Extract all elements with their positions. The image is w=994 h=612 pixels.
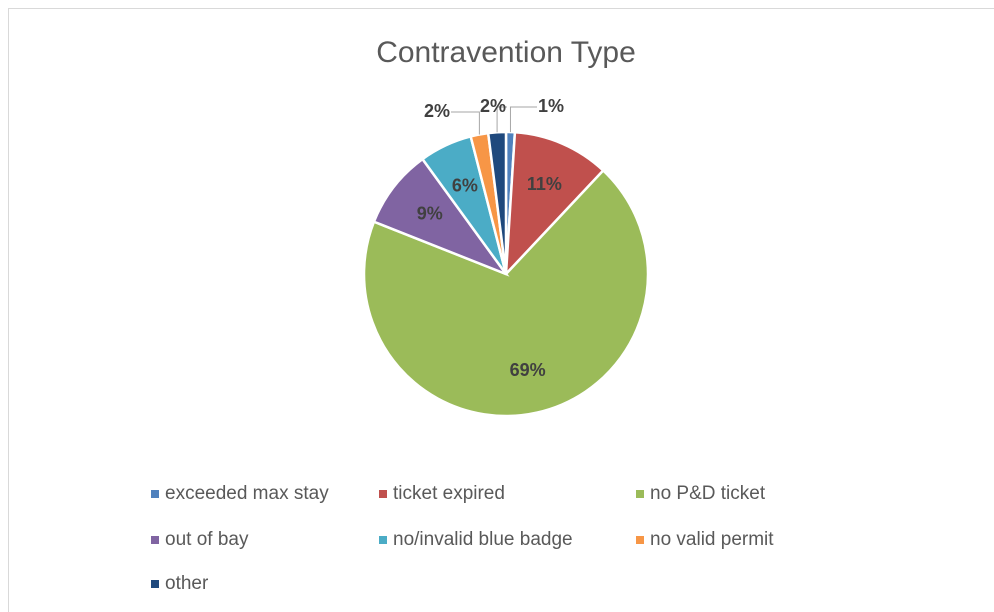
chart-title: Contravention Type [376, 36, 636, 69]
legend-swatch [636, 536, 644, 544]
legend-swatch [379, 490, 387, 498]
legend-label: other [165, 573, 209, 594]
pie-slice [504, 130, 605, 278]
legend-label: no P&D ticket [650, 483, 766, 504]
legend-swatch [636, 490, 644, 498]
legend-label: no/invalid blue badge [393, 529, 573, 550]
legend-label: exceeded max stay [165, 483, 329, 504]
legend-swatch [151, 490, 159, 498]
data-label: 6% [452, 175, 478, 195]
leader-line [509, 106, 537, 133]
leader-line [451, 111, 480, 135]
legend-label: no valid permit [650, 529, 774, 550]
pie-slice [372, 157, 510, 277]
data-label: 69% [510, 360, 546, 380]
data-label: 11% [527, 174, 562, 194]
leader-line [496, 106, 507, 133]
pie-slice [362, 168, 650, 418]
legend-swatch [379, 536, 387, 544]
data-label: 2% [424, 101, 450, 121]
pie-slice [486, 130, 508, 275]
legend-label: ticket expired [393, 483, 505, 504]
legend-label: out of bay [165, 529, 249, 550]
data-label: 9% [417, 204, 443, 224]
legend-swatch [151, 580, 159, 588]
data-label: 2% [480, 96, 506, 116]
legend-swatch [151, 536, 159, 544]
data-label: 1% [538, 96, 564, 116]
